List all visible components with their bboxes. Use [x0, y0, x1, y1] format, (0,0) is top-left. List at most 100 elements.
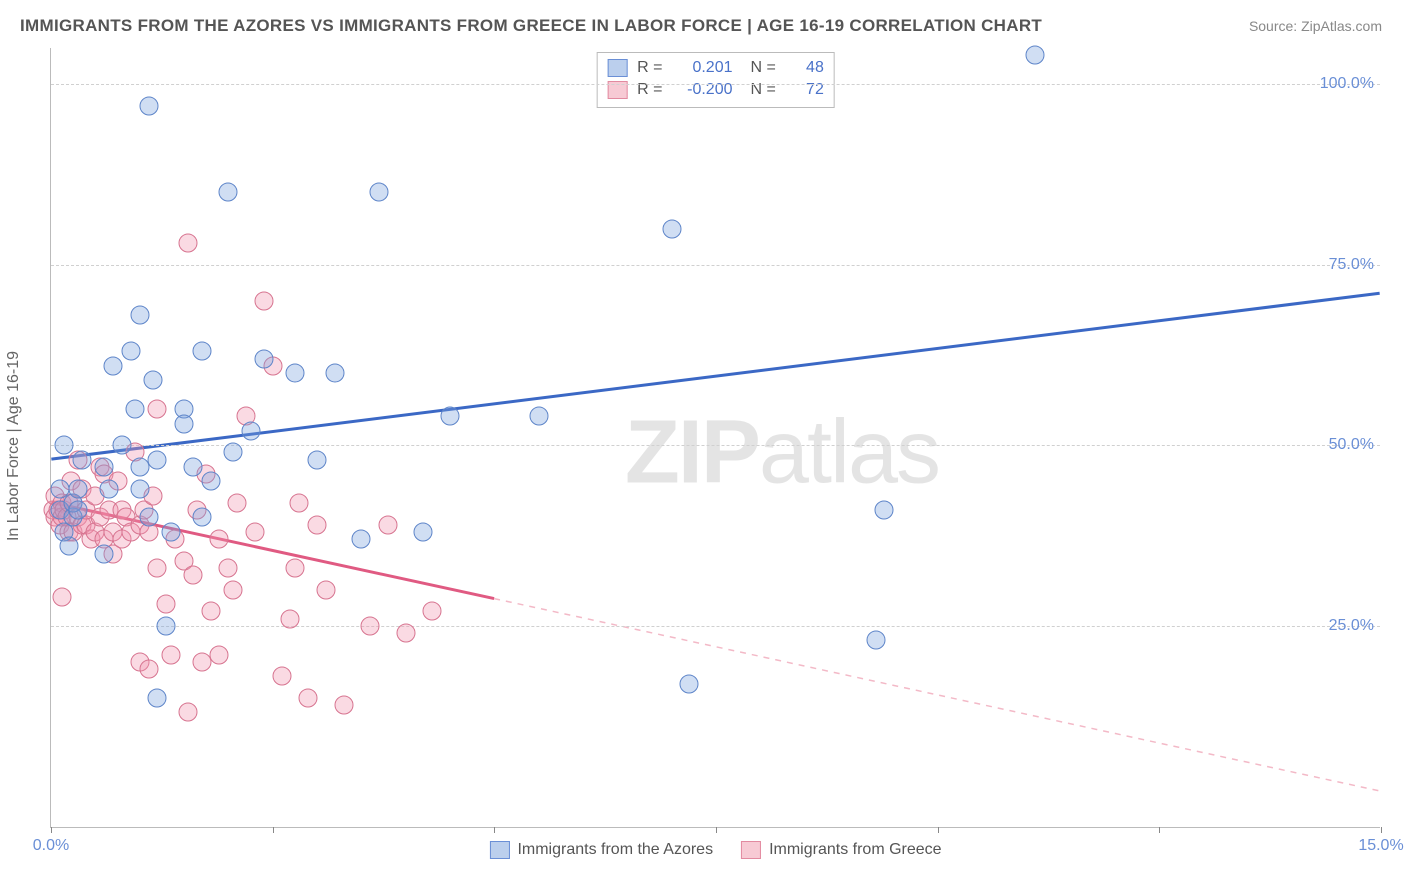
data-point [219, 559, 238, 578]
data-point [179, 234, 198, 253]
series-legend: Immigrants from the Azores Immigrants fro… [489, 841, 941, 859]
data-point [308, 450, 327, 469]
data-point [423, 602, 442, 621]
data-point [130, 306, 149, 325]
data-point [272, 667, 291, 686]
data-point [325, 364, 344, 383]
data-point [59, 537, 78, 556]
data-point [121, 342, 140, 361]
legend-row: R = 0.201 N = 48 [607, 57, 824, 79]
x-tick-mark [1159, 827, 1160, 833]
data-point [201, 602, 220, 621]
data-point [361, 616, 380, 635]
data-point [662, 219, 681, 238]
data-point [254, 291, 273, 310]
data-point [285, 559, 304, 578]
data-point [228, 494, 247, 513]
data-point [179, 703, 198, 722]
data-point [161, 645, 180, 664]
data-point [95, 544, 114, 563]
legend-row: R = -0.200 N = 72 [607, 79, 824, 101]
data-point [192, 652, 211, 671]
legend-swatch [489, 841, 509, 859]
n-label: N = [751, 57, 776, 79]
data-point [316, 580, 335, 599]
data-point [130, 457, 149, 476]
data-point [290, 494, 309, 513]
data-point [148, 689, 167, 708]
legend-label: Immigrants from the Azores [517, 841, 713, 859]
data-point [210, 645, 229, 664]
data-point [192, 342, 211, 361]
gridline [51, 626, 1380, 627]
x-tick-mark [716, 827, 717, 833]
data-point [130, 479, 149, 498]
r-value: 0.201 [673, 57, 733, 79]
source-link[interactable]: ZipAtlas.com [1301, 18, 1382, 34]
data-point [680, 674, 699, 693]
data-point [99, 479, 118, 498]
source-credit: Source: ZipAtlas.com [1249, 18, 1382, 34]
data-point [210, 530, 229, 549]
data-point [139, 96, 158, 115]
data-point [68, 479, 87, 498]
gridline [51, 265, 1380, 266]
data-point [254, 349, 273, 368]
gridline [51, 445, 1380, 446]
data-point [281, 609, 300, 628]
legend-item: Immigrants from Greece [741, 841, 941, 859]
data-point [529, 407, 548, 426]
y-axis-label: In Labor Force | Age 16-19 [5, 351, 23, 541]
r-label: R = [637, 79, 662, 101]
data-point [334, 696, 353, 715]
n-value: 48 [790, 57, 824, 79]
r-value: -0.200 [673, 79, 733, 101]
data-point [875, 501, 894, 520]
data-point [139, 660, 158, 679]
data-point [223, 580, 242, 599]
data-point [175, 414, 194, 433]
data-point [378, 515, 397, 534]
data-point [414, 522, 433, 541]
data-point [161, 522, 180, 541]
trend-line [494, 599, 1380, 791]
data-point [148, 559, 167, 578]
y-tick-label: 75.0% [1329, 256, 1374, 274]
data-point [219, 183, 238, 202]
data-point [866, 631, 885, 650]
data-point [223, 443, 242, 462]
data-point [192, 508, 211, 527]
y-tick-label: 50.0% [1329, 436, 1374, 454]
data-point [68, 501, 87, 520]
legend-label: Immigrants from Greece [769, 841, 941, 859]
data-point [126, 400, 145, 419]
x-tick-label: 15.0% [1358, 837, 1403, 855]
data-point [139, 508, 158, 527]
data-point [143, 371, 162, 390]
data-point [441, 407, 460, 426]
correlation-legend: R = 0.201 N = 48 R = -0.200 N = 72 [596, 52, 835, 108]
legend-swatch [741, 841, 761, 859]
y-tick-label: 25.0% [1329, 617, 1374, 635]
n-value: 72 [790, 79, 824, 101]
data-point [285, 364, 304, 383]
scatter-plot-area: ZIPatlas R =0.201N =48R =-0.200N =72 Imm… [50, 48, 1380, 828]
x-tick-mark [494, 827, 495, 833]
data-point [148, 400, 167, 419]
data-point [299, 689, 318, 708]
data-point [245, 522, 264, 541]
data-point [241, 421, 260, 440]
n-label: N = [751, 79, 776, 101]
data-point [73, 450, 92, 469]
chart-title: IMMIGRANTS FROM THE AZORES VS IMMIGRANTS… [20, 16, 1042, 36]
source-prefix: Source: [1249, 18, 1301, 34]
data-point [55, 436, 74, 455]
x-tick-mark [1381, 827, 1382, 833]
r-label: R = [637, 57, 662, 79]
x-tick-mark [51, 827, 52, 833]
data-point [308, 515, 327, 534]
data-point [201, 472, 220, 491]
data-point [352, 530, 371, 549]
gridline [51, 84, 1380, 85]
watermark: ZIPatlas [625, 402, 939, 505]
